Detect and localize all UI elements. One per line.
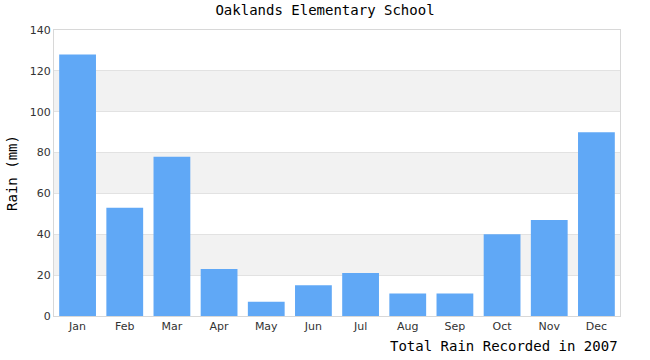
svg-text:Total Rain Recorded in 2007: Total Rain Recorded in 2007 xyxy=(390,338,618,354)
svg-text:Feb: Feb xyxy=(115,320,134,333)
svg-text:60: 60 xyxy=(37,187,51,200)
svg-text:Jun: Jun xyxy=(304,320,322,333)
svg-text:Sep: Sep xyxy=(445,320,466,333)
svg-text:Oaklands Elementary School: Oaklands Elementary School xyxy=(215,2,434,18)
svg-text:Jul: Jul xyxy=(353,320,367,333)
svg-text:40: 40 xyxy=(37,228,51,241)
svg-text:Jan: Jan xyxy=(68,320,86,333)
svg-text:Mar: Mar xyxy=(162,320,183,333)
svg-text:May: May xyxy=(255,320,278,333)
svg-text:140: 140 xyxy=(30,24,51,37)
svg-text:20: 20 xyxy=(37,269,51,282)
svg-text:Rain (mm): Rain (mm) xyxy=(4,135,20,211)
svg-text:80: 80 xyxy=(37,146,51,159)
svg-text:Oct: Oct xyxy=(493,320,513,333)
svg-text:100: 100 xyxy=(30,106,51,119)
svg-text:120: 120 xyxy=(30,65,51,78)
svg-text:0: 0 xyxy=(44,310,51,323)
svg-text:Nov: Nov xyxy=(539,320,561,333)
svg-text:Dec: Dec xyxy=(586,320,607,333)
svg-text:Apr: Apr xyxy=(210,320,230,333)
svg-text:Aug: Aug xyxy=(397,320,418,333)
